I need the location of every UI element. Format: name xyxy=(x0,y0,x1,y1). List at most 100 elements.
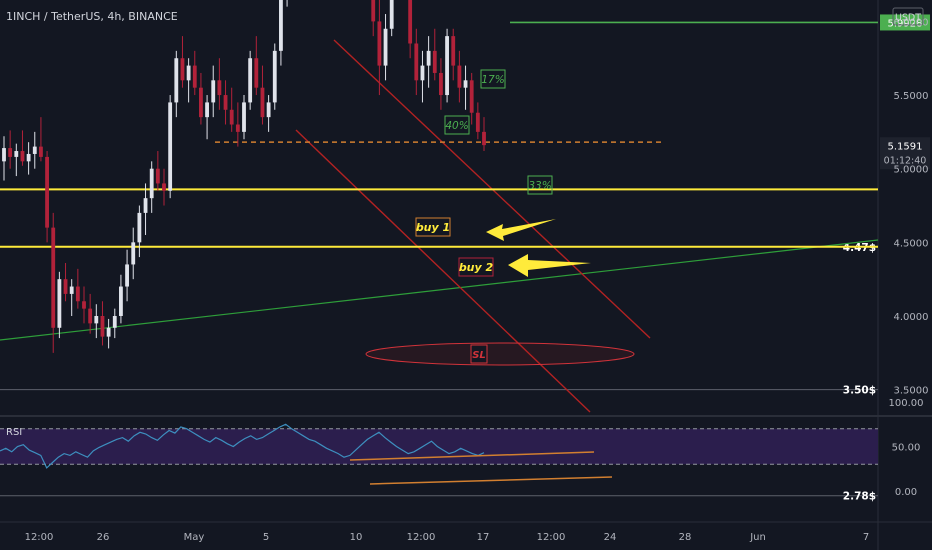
buy1-arrow xyxy=(486,219,556,241)
price-tick-label: 5.5000 xyxy=(894,91,929,102)
buy2-box xyxy=(458,257,494,277)
price-tick-label: 4.0000 xyxy=(894,312,929,323)
candle-body xyxy=(383,28,388,66)
target-percent-box xyxy=(527,175,553,195)
price-axis[interactable]: 6.0000 5.5000 5.0000 4.5000 4.0000 3.5000 xyxy=(894,17,929,396)
candle-body xyxy=(20,151,25,162)
candle-body xyxy=(439,72,443,96)
candles xyxy=(2,0,486,353)
target-price-label: 5.9928 xyxy=(888,18,923,29)
time-tick-label: Jun xyxy=(749,532,766,543)
time-tick-label: 12:00 xyxy=(25,532,54,543)
chart-title: 1INCH / TetherUS, 4h, BINANCE xyxy=(6,10,178,23)
candle-body xyxy=(211,80,216,103)
candle-body xyxy=(32,146,37,154)
buy1-label: buy 1 xyxy=(416,221,450,234)
time-tick-label: 7 xyxy=(863,532,869,543)
target-percent-box xyxy=(444,115,470,135)
time-axis[interactable]: 12:00 26 May 5 10 12:00 17 12:00 24 28 Jun 7 xyxy=(25,532,870,543)
candle-body xyxy=(420,65,425,81)
candle-body xyxy=(174,58,179,103)
buy2-arrow xyxy=(508,254,591,277)
candle-body xyxy=(149,168,154,199)
rsi-title: RSI xyxy=(6,427,22,438)
rsi-divergence-upper xyxy=(349,451,595,461)
chart-drawings: 6.89436.35725.9928 xyxy=(0,14,930,413)
candle-body xyxy=(82,301,86,309)
buy1-box xyxy=(415,217,451,237)
time-tick-label: 10 xyxy=(350,532,363,543)
chart-annotations: 17% 40% 33% buy 1 buy 2 SL 5.1591 01:12:40 xyxy=(365,69,930,366)
candle-countdown-label: 01:12:40 xyxy=(884,155,927,166)
rsi-band xyxy=(0,428,878,465)
time-tick-label: May xyxy=(184,532,205,543)
rsi-divergence-lower xyxy=(369,476,613,485)
candle-body xyxy=(8,148,13,157)
candle-body xyxy=(63,279,68,294)
stop-loss-box xyxy=(470,344,488,364)
current-price-badge xyxy=(880,137,930,170)
candle-body xyxy=(482,131,486,146)
rsi-tick-label: 0.00 xyxy=(895,487,917,498)
candle-body xyxy=(371,0,376,22)
candle-body xyxy=(69,286,74,294)
stop-loss-ellipse xyxy=(365,342,635,366)
price-tick-label: 6.0000 xyxy=(894,17,929,28)
candle-body xyxy=(168,102,173,191)
candle-body xyxy=(94,316,99,324)
level-label: 2.78$ xyxy=(843,491,876,503)
candle-body xyxy=(57,279,62,328)
ascending-trendline xyxy=(0,239,879,341)
target-percent-label: 33% xyxy=(528,180,551,192)
candle-body xyxy=(279,0,283,51)
candle-body xyxy=(389,0,394,29)
candle-body xyxy=(119,286,123,316)
level-label: 3.50$ xyxy=(843,385,876,397)
candle-body xyxy=(100,316,105,337)
candle-body xyxy=(112,316,117,328)
candle-body xyxy=(272,50,277,103)
candle-body xyxy=(235,124,240,132)
candle-body xyxy=(229,109,234,125)
candle-body xyxy=(14,151,19,157)
candle-body xyxy=(75,286,80,302)
candle-body xyxy=(131,242,136,265)
candle-body xyxy=(469,80,474,113)
candle-body xyxy=(414,43,419,81)
candle-body xyxy=(475,112,480,132)
target-percent-box xyxy=(480,69,506,89)
time-tick-label: 26 xyxy=(97,532,110,543)
candle-body xyxy=(242,102,246,132)
price-tick-label: 5.0000 xyxy=(894,165,929,176)
candle-body xyxy=(266,102,271,118)
time-tick-label: 28 xyxy=(679,532,692,543)
rsi-tick-label: 100.00 xyxy=(889,398,924,409)
candle-body xyxy=(260,87,265,118)
currency-badge[interactable]: USDT xyxy=(892,7,924,26)
candle-body xyxy=(106,327,111,337)
current-price-label: 5.1591 xyxy=(888,141,923,152)
candle-body xyxy=(162,183,166,191)
candle-body xyxy=(180,58,185,81)
candle-body xyxy=(143,198,148,213)
currency-badge-text: USDT xyxy=(895,13,921,24)
candle-body xyxy=(125,264,129,287)
price-tick-label: 4.5000 xyxy=(894,238,929,249)
candle-body xyxy=(408,0,413,44)
candle-body xyxy=(155,168,160,184)
candle-body xyxy=(51,227,56,328)
candle-body xyxy=(432,50,437,73)
rsi-tick-label: 50.00 xyxy=(892,443,921,454)
candle-body xyxy=(192,65,197,88)
candle-body xyxy=(199,87,203,118)
candle-body xyxy=(254,58,259,88)
candle-body xyxy=(45,156,49,228)
rsi-pane: RSI 100.00 50.00 0.00 xyxy=(0,398,924,498)
time-tick-label: 24 xyxy=(604,532,617,543)
candle-body xyxy=(217,80,222,96)
candle-body xyxy=(88,308,93,324)
time-tick-label: 5 xyxy=(263,532,269,543)
candle-body xyxy=(248,58,253,103)
stop-loss-label: SL xyxy=(472,350,486,361)
buy2-label: buy 2 xyxy=(459,261,494,274)
